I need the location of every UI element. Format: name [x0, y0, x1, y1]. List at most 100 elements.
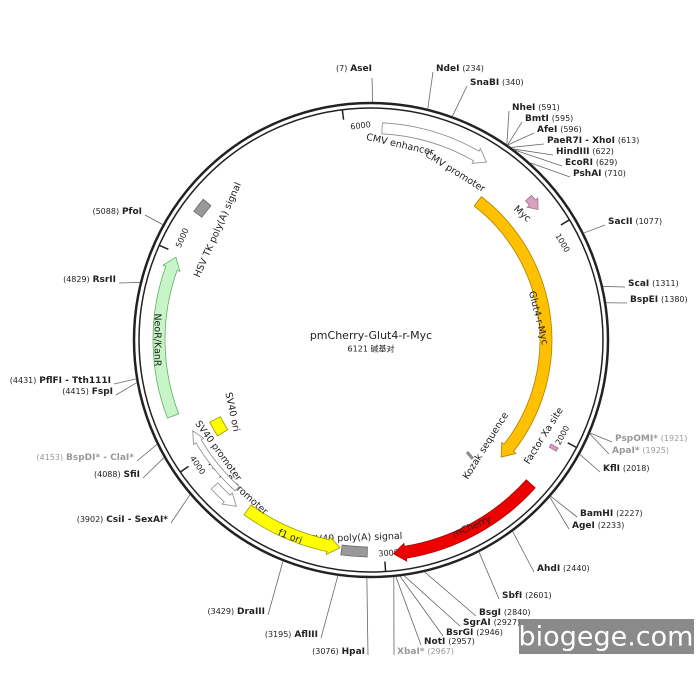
site-name: AflIII: [294, 630, 318, 640]
site-position: (2601): [525, 591, 552, 600]
site-position: (2227): [616, 509, 643, 518]
site-label: BsgI (2840): [479, 608, 531, 618]
site-label: KflI (2018): [603, 464, 649, 474]
site-leader: [115, 382, 138, 396]
tick-mark: [341, 109, 345, 120]
site-label: (3195) AflIII: [265, 630, 318, 640]
feature: [192, 430, 240, 492]
site-position: (1077): [635, 217, 662, 226]
site-leader: [399, 575, 444, 637]
tick-label: 4000: [188, 454, 207, 476]
site-leader: [602, 286, 626, 288]
feature-label: NeoR/KanR: [152, 313, 163, 366]
site-position: (5088): [92, 207, 119, 216]
site-leader: [144, 214, 164, 225]
site-leader: [170, 494, 191, 524]
feature: [548, 443, 559, 452]
site-name: BsrGI: [446, 628, 473, 638]
site-label: AgeI (2233): [572, 521, 624, 531]
site-position: (2946): [476, 628, 503, 637]
feature: [152, 256, 181, 419]
site-leader: [424, 571, 477, 617]
site-position: (4829): [63, 275, 90, 284]
site-position: (622): [592, 147, 614, 156]
site-position: (3195): [265, 630, 292, 639]
site-name: BspEI: [630, 295, 658, 305]
plasmid-name: pmCherry-Glut4-r-Myc: [310, 329, 432, 342]
site-name: CsiI - SexAI*: [106, 515, 168, 525]
tick-label: 5000: [174, 227, 191, 249]
site-label: BsrGI (2946): [446, 628, 503, 638]
site-label: PshAI (710): [573, 169, 626, 179]
site-position: (629): [596, 158, 618, 167]
site-name: SacII: [608, 217, 633, 227]
site-name: PfoI: [122, 207, 142, 217]
feature: [243, 504, 341, 556]
feature: [392, 479, 536, 562]
site-label: PaeR7I - XhoI (613): [547, 136, 639, 146]
site-position: (1925): [642, 446, 669, 455]
site-position: (340): [502, 78, 524, 87]
site-name: XbaI*: [397, 647, 425, 657]
site-name: BamHI: [580, 509, 613, 519]
site-leader: [514, 149, 563, 167]
site-label: (4431) PflFI - Tth111I: [10, 376, 111, 386]
site-position: (595): [552, 114, 574, 123]
site-name: BspDI* - ClaI*: [66, 453, 134, 463]
site-name: ScaI: [628, 279, 649, 289]
site-position: (591): [538, 103, 560, 112]
site-leader: [320, 575, 339, 639]
site-position: (3902): [77, 515, 104, 524]
site-label: ApaI* (1925): [612, 446, 669, 456]
site-label: NotI (2957): [424, 637, 475, 647]
site-position: (2957): [448, 637, 475, 646]
site-leader: [550, 495, 578, 518]
site-name: RsrII: [93, 275, 116, 285]
site-leader: [583, 224, 606, 234]
site-position: (3076): [312, 647, 339, 656]
site-name: HindIII: [556, 147, 590, 157]
feature: [209, 416, 229, 437]
site-leader: [427, 71, 434, 109]
site-name: ApaI*: [612, 446, 640, 456]
site-label: BmtI (595): [525, 114, 573, 124]
tick-label: 1000: [553, 232, 571, 254]
site-label: EcoRI (629): [565, 158, 617, 168]
site-position: (613): [618, 136, 640, 145]
site-leader: [512, 531, 535, 573]
site-position: (234): [462, 64, 484, 73]
feature-label: f1 ori: [276, 527, 303, 546]
site-name: EcoRI: [565, 158, 593, 168]
tick-label: 6000: [350, 120, 371, 131]
site-label: (7) AseI: [336, 64, 372, 74]
site-label: (3429) DraIII: [207, 607, 265, 617]
site-position: (2967): [427, 647, 454, 656]
site-label: (4088) SfiI: [94, 470, 140, 480]
site-label: (4415) FspI: [62, 387, 113, 397]
site-label: (5088) PfoI: [92, 207, 142, 217]
feature: [465, 451, 474, 460]
site-leader: [529, 162, 571, 178]
site-position: (1311): [652, 279, 679, 288]
feature: [525, 194, 539, 210]
site-leader: [395, 576, 422, 646]
plasmid-length: 6121 碱基对: [348, 344, 395, 354]
site-label: NdeI (234): [436, 64, 484, 74]
site-position: (3429): [207, 607, 234, 616]
backbone-inner: [138, 107, 604, 573]
site-leader: [506, 110, 510, 145]
site-leader: [512, 148, 554, 156]
site-name: DraIII: [237, 607, 265, 617]
site-name: AseI: [350, 64, 372, 74]
site-label: PspOMI* (1921): [615, 434, 687, 444]
site-position: (2233): [598, 521, 625, 530]
site-name: PaeR7I - XhoI: [547, 136, 615, 146]
feature: [210, 482, 237, 507]
site-leader: [452, 85, 468, 117]
site-leader: [136, 444, 158, 462]
site-leader: [478, 551, 500, 600]
site-name: SfiI: [123, 470, 140, 480]
site-name: NotI: [424, 637, 445, 647]
site-position: (2018): [623, 464, 650, 473]
site-leader: [142, 457, 165, 479]
